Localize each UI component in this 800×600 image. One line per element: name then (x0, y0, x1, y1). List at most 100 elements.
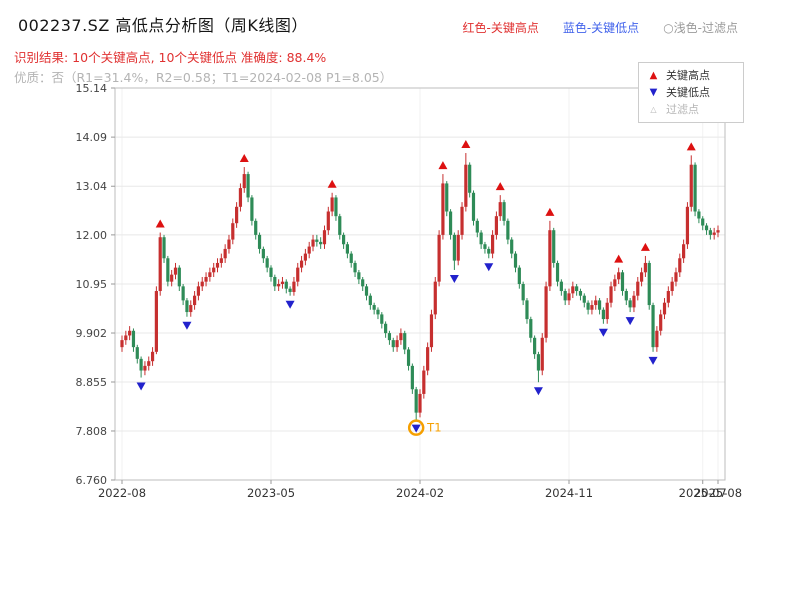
candle-body (632, 295, 636, 308)
candle-body (177, 267, 181, 287)
key-high-marker (327, 179, 337, 188)
candle-body (701, 218, 705, 226)
candle-body (131, 330, 136, 348)
candle-body (349, 253, 353, 263)
candle-body (254, 220, 258, 235)
candle-body (173, 267, 178, 275)
candle-body (586, 302, 590, 310)
candle-body (708, 230, 712, 235)
candle-body (414, 389, 418, 413)
candle-body (280, 281, 285, 284)
key-low-marker (285, 300, 295, 309)
candle-body (506, 220, 510, 240)
y-tick-label: 6.760 (76, 474, 108, 487)
key-high-marker (686, 142, 696, 151)
candle-body (575, 286, 579, 292)
candle-body (567, 293, 571, 301)
candle-body (475, 220, 479, 233)
candle-body (296, 267, 300, 282)
candle-body (712, 232, 716, 235)
y-tick-label: 7.808 (76, 425, 108, 438)
candle-body (529, 319, 533, 338)
candle-body (471, 192, 476, 221)
candle-body (372, 305, 376, 310)
key-high-marker (438, 161, 448, 170)
candle-body (208, 272, 212, 277)
candle-body (261, 248, 265, 259)
key-low-marker (136, 382, 146, 391)
candle-body (406, 349, 411, 366)
candle-body (345, 244, 350, 254)
candle-body (219, 258, 223, 263)
candle-body (292, 281, 296, 292)
candle-body (456, 234, 460, 261)
candle-body (468, 164, 472, 193)
candle-body (571, 286, 575, 294)
candle-body (315, 239, 319, 242)
candle-body (605, 302, 609, 320)
candle-body (368, 295, 372, 306)
candle-body (322, 230, 327, 245)
candle-body (135, 347, 139, 359)
candle-body (659, 314, 663, 331)
candle-body (265, 258, 269, 268)
candle-body (185, 300, 189, 313)
plot-legend-item-filtered: △ 过滤点 (647, 103, 735, 116)
candle-body (716, 230, 720, 233)
candle-body (601, 309, 605, 320)
candle-body (166, 258, 170, 282)
candle-body (364, 286, 369, 296)
candle-body (678, 258, 682, 273)
candle-body (139, 358, 143, 371)
candle-body (269, 267, 273, 277)
candle-body (609, 286, 613, 303)
candle-body (445, 183, 449, 212)
candle-body (200, 281, 204, 287)
candle-body (555, 262, 560, 282)
plot-legend-item-key-low: ▼ 关键低点 (647, 86, 735, 99)
key-low-marker (182, 321, 192, 330)
candle-body (238, 188, 243, 207)
candle-body (448, 211, 453, 235)
candle-body (326, 211, 330, 231)
candle-body (143, 365, 147, 371)
candle-body (437, 234, 441, 282)
candle-body (311, 239, 315, 247)
candle-body (674, 272, 678, 282)
header-legend-filtered: ○浅色-过滤点 (663, 21, 738, 35)
candle-body (563, 291, 567, 301)
candle-body (582, 295, 586, 303)
candle-body (361, 279, 365, 287)
candle-body (124, 335, 128, 341)
key-high-marker (614, 254, 624, 263)
key-low-marker (449, 274, 459, 283)
candle-body (483, 244, 487, 249)
y-tick-label: 8.855 (76, 376, 108, 389)
candle-body (510, 239, 514, 254)
y-tick-label: 12.00 (76, 229, 108, 242)
candle-body (319, 241, 323, 245)
candle-body (704, 225, 709, 231)
y-tick-label: 14.09 (76, 131, 108, 144)
key-low-marker (648, 356, 658, 365)
candle-body (204, 276, 208, 282)
x-tick-label: 2023-05 (247, 486, 295, 500)
y-tick-label: 13.04 (76, 180, 108, 193)
candle-body (399, 333, 403, 341)
candle-body (620, 272, 625, 292)
triangle-down-icon: ▼ (649, 87, 658, 98)
plot-legend-item-key-high: ▲ 关键高点 (647, 69, 735, 82)
candle-body (307, 246, 311, 254)
candle-body (170, 274, 174, 282)
candle-body (391, 340, 395, 348)
key-high-marker (155, 219, 165, 228)
candle-body (693, 164, 697, 212)
candle-body (639, 272, 644, 282)
candle-body (647, 262, 651, 306)
candle-body (257, 234, 262, 249)
candle-body (490, 234, 495, 254)
candle-body (246, 174, 250, 198)
candle-body (189, 305, 193, 313)
t1-annotation-label: T1 (426, 421, 441, 435)
